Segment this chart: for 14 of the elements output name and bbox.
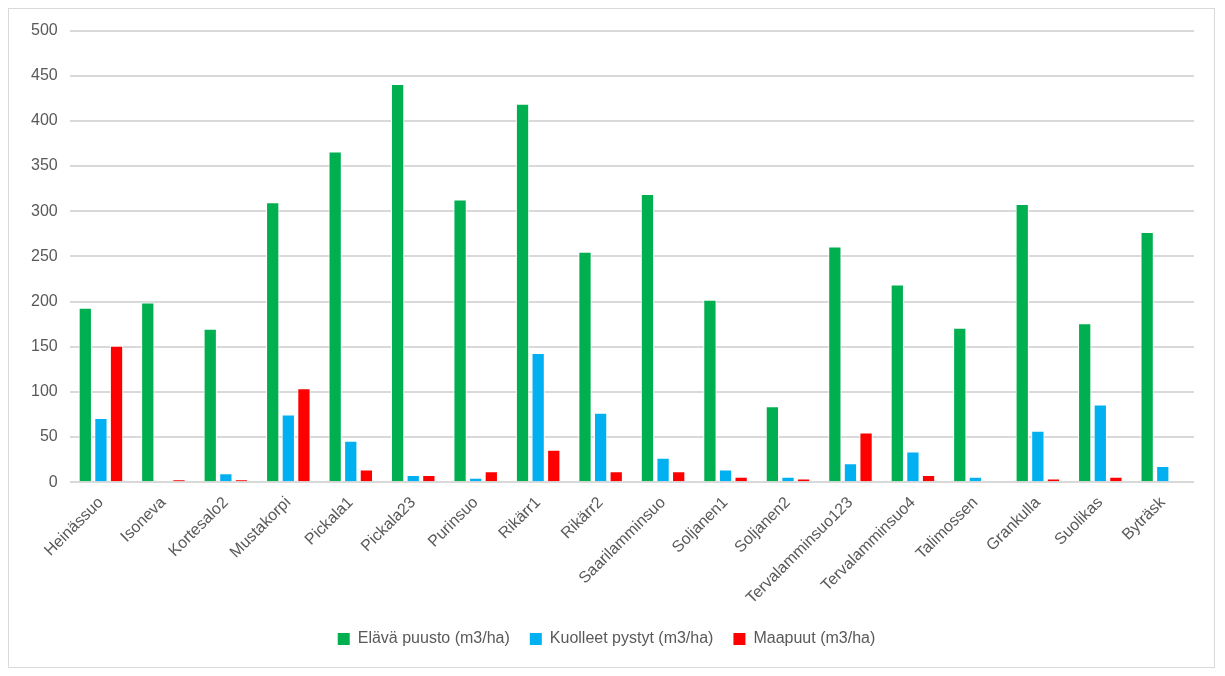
- y-tick-label: 200: [30, 291, 58, 309]
- y-tick-label: 50: [39, 427, 58, 445]
- y-tick-label: 250: [30, 246, 58, 264]
- y-tick-label: 500: [30, 21, 58, 39]
- legend-label: Kuolleet pystyt (m3/ha): [549, 629, 714, 647]
- y-tick-label: 100: [30, 382, 58, 400]
- y-tick-label: 350: [30, 156, 58, 174]
- y-tick-label: 0: [48, 472, 58, 490]
- y-tick-label: 300: [30, 201, 58, 219]
- y-tick-label: 150: [30, 337, 58, 355]
- legend-label: Maapuut (m3/ha): [753, 629, 876, 647]
- legend-label: Elävä puusto (m3/ha): [357, 629, 510, 647]
- y-tick-label: 450: [30, 66, 58, 84]
- y-tick-label: 400: [30, 111, 58, 129]
